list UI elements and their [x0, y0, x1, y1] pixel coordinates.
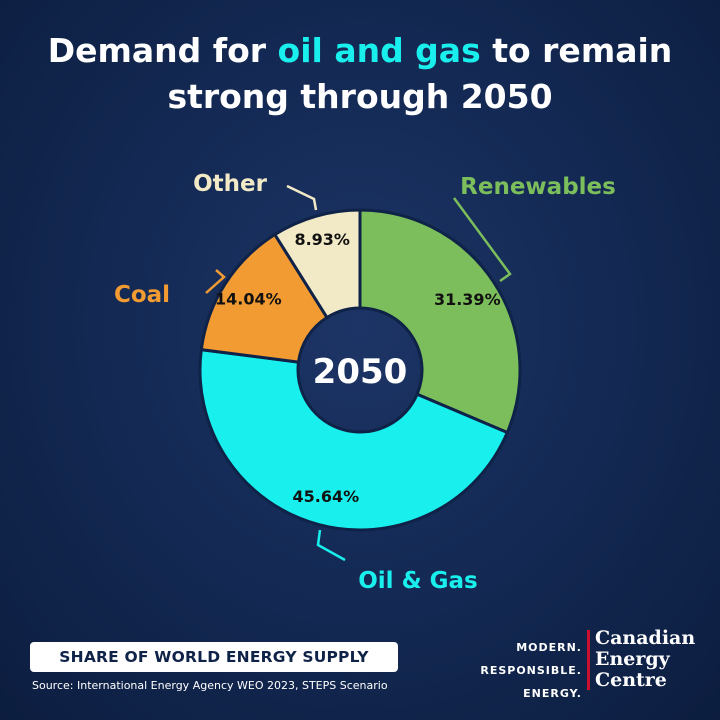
leader-line	[205, 269, 226, 294]
logo-word: Energy	[595, 648, 670, 670]
slice-value-label: 8.93%	[294, 230, 350, 249]
logo-tagline-line: ENERGY.	[523, 687, 582, 700]
logo-tagline-line: RESPONSIBLE.	[480, 664, 582, 677]
slice-value-label: 14.04%	[215, 290, 282, 309]
leader-line	[316, 529, 346, 562]
pie-slice-coal	[199, 232, 330, 364]
logo-word: Centre	[595, 669, 667, 691]
title-line-1: Demand for oil and gas to remain	[0, 28, 720, 74]
logo-tagline-line: MODERN.	[516, 641, 582, 654]
title-highlight: oil and gas	[277, 31, 481, 70]
title-text: Demand for	[47, 31, 278, 70]
pie-slice-other	[272, 208, 362, 320]
category-label: Renewables	[460, 174, 616, 200]
center-year-label: 2050	[313, 352, 408, 392]
logo-wordmark: Canadian Energy Centre	[595, 628, 695, 691]
pie-slice-oil-gas	[198, 347, 510, 532]
category-label: Other	[193, 171, 268, 197]
logo-tagline: MODERN. RESPONSIBLE. ENERGY.	[470, 636, 582, 705]
title-text: to remain	[480, 31, 673, 70]
pie-slice-renewables	[358, 208, 522, 435]
page-title: Demand for oil and gas to remain strong …	[0, 28, 720, 120]
source-note: Source: International Energy Agency WEO …	[32, 679, 388, 692]
slice-value-label: 31.39%	[434, 290, 501, 309]
category-label: Coal	[114, 282, 170, 308]
leader-line	[452, 197, 512, 283]
share-badge: SHARE OF WORLD ENERGY SUPPLY	[30, 642, 398, 672]
logo-divider	[587, 630, 590, 690]
title-line-2: strong through 2050	[167, 77, 553, 116]
slice-value-label: 45.64%	[293, 487, 360, 506]
category-label: Oil & Gas	[358, 568, 477, 594]
logo-word: Canadian	[595, 627, 696, 649]
leader-line	[286, 184, 318, 211]
